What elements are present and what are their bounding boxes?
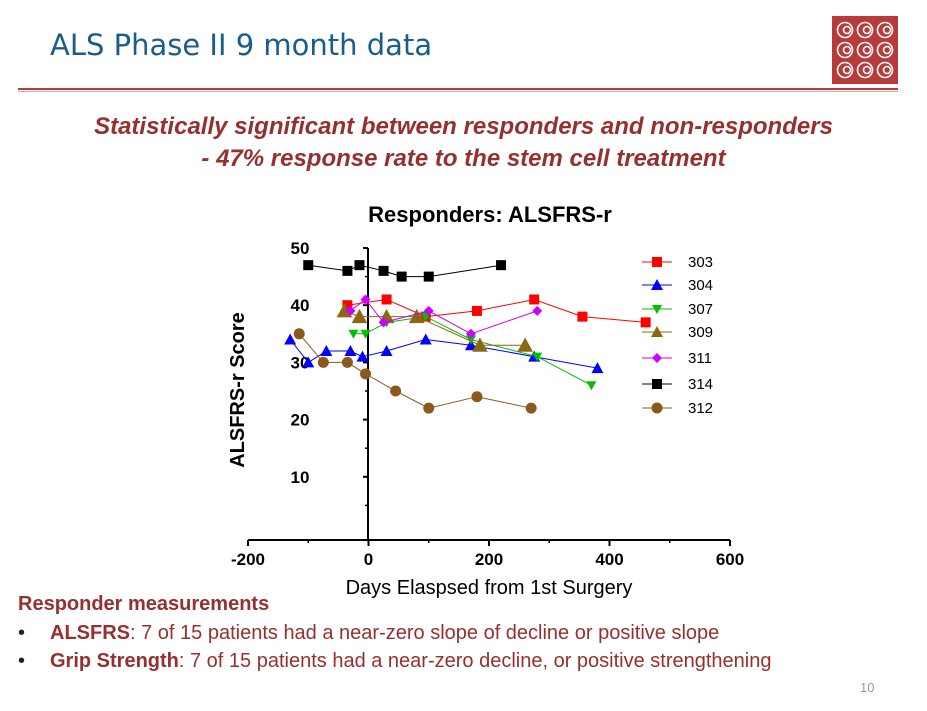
- legend-label-303: 303: [688, 254, 713, 271]
- company-logo: [832, 16, 898, 84]
- data-point-304: [380, 344, 393, 356]
- legend-marker-311: [652, 353, 662, 363]
- data-point-312: [293, 328, 305, 340]
- legend-label-304: 304: [688, 277, 713, 294]
- legend-label-312: 312: [688, 400, 713, 417]
- data-point-304: [302, 356, 315, 368]
- bullet-grip-strength: • Grip Strength: 7 of 15 patients had a n…: [18, 650, 772, 673]
- bullet-label: ALSFRS: [50, 622, 130, 644]
- responder-measurements-heading: Responder measurements: [18, 593, 270, 615]
- data-point-304: [591, 362, 604, 374]
- data-point-309: [336, 303, 353, 318]
- title-rule-accent: [18, 91, 898, 92]
- legend-marker-309: [651, 326, 663, 337]
- legend-marker-307: [652, 305, 662, 314]
- chart-title: Responders: ALSFRS-r: [368, 202, 612, 227]
- bullet-text: : 7 of 15 patients had a near-zero decli…: [178, 650, 772, 672]
- data-point-304: [419, 333, 432, 345]
- subtitle-line-1: Statistically significant between respon…: [94, 113, 833, 140]
- y-tick-label: 10: [291, 468, 310, 487]
- data-point-312: [525, 402, 537, 414]
- data-point-303: [471, 305, 482, 316]
- data-point-311: [532, 305, 543, 316]
- data-point-311: [378, 317, 389, 328]
- data-point-311: [465, 328, 476, 339]
- data-point-307: [360, 329, 371, 339]
- data-point-311: [360, 294, 371, 305]
- data-point-304: [320, 344, 333, 356]
- title-rule: [18, 88, 898, 90]
- legend-marker-314: [652, 379, 662, 389]
- subtitle-line-2: - 47% response rate to the stem cell tre…: [201, 145, 726, 172]
- x-tick-label: 400: [595, 550, 623, 569]
- data-point-307: [465, 335, 476, 345]
- y-tick-label: 20: [291, 411, 310, 430]
- bullet-marker: •: [18, 650, 26, 672]
- series-line-304: [289, 338, 598, 369]
- data-point-309: [517, 337, 533, 352]
- data-point-312: [471, 391, 483, 403]
- data-point-304: [464, 339, 477, 351]
- logo-circles-icon: [836, 21, 894, 79]
- data-point-304: [344, 344, 357, 356]
- data-point-312: [341, 356, 353, 368]
- data-point-312: [423, 402, 435, 414]
- y-tick-label: 50: [291, 239, 310, 258]
- data-point-303: [529, 294, 540, 305]
- data-point-309: [408, 308, 425, 324]
- legend-label-314: 314: [688, 376, 713, 393]
- legend-label-309: 309: [688, 324, 713, 341]
- legend-label-307: 307: [688, 301, 713, 318]
- data-point-311: [423, 305, 434, 316]
- data-point-314: [496, 260, 507, 271]
- data-point-303: [577, 311, 588, 322]
- data-point-312: [317, 356, 329, 368]
- series-line-303: [347, 298, 646, 323]
- data-point-309: [351, 308, 368, 324]
- data-point-314: [378, 265, 389, 276]
- data-point-304: [356, 350, 369, 362]
- data-point-311: [345, 305, 356, 316]
- legend-marker-303: [652, 257, 662, 267]
- bullet-marker: •: [18, 622, 26, 644]
- data-point-314: [303, 260, 314, 271]
- data-point-307: [532, 352, 543, 362]
- x-tick-label: 600: [716, 550, 744, 569]
- legend-marker-304: [651, 279, 663, 290]
- data-point-314: [354, 260, 365, 271]
- slide-title: ALS Phase II 9 month data: [50, 28, 433, 62]
- bullet-alsfrs: • ALSFRS: 7 of 15 patients had a near-zer…: [18, 622, 719, 645]
- data-point-307: [586, 381, 597, 391]
- data-point-312: [359, 368, 371, 380]
- data-point-309: [472, 337, 488, 352]
- x-axis-label: Days Elaspsed from 1st Surgery: [346, 577, 633, 599]
- data-point-314: [423, 271, 434, 282]
- legend-marker-312: [651, 402, 663, 414]
- x-tick-label: 200: [475, 550, 503, 569]
- data-point-312: [390, 385, 402, 397]
- data-point-314: [342, 265, 353, 276]
- legend-label-311: 311: [688, 350, 712, 367]
- data-point-314: [396, 271, 407, 282]
- x-tick-label: -200: [231, 550, 265, 569]
- y-axis-label: ALSFRS-r Score: [227, 312, 249, 468]
- bullet-label: Grip Strength: [50, 650, 179, 672]
- x-tick-label: 0: [364, 550, 373, 569]
- bullet-text: : 7 of 15 patients had a near-zero slope…: [130, 622, 720, 644]
- data-point-303: [640, 317, 651, 328]
- data-point-303: [342, 300, 353, 311]
- data-point-307: [348, 329, 359, 339]
- data-point-303: [381, 294, 392, 305]
- y-tick-label: 40: [291, 296, 310, 315]
- page-number: 10: [860, 680, 875, 695]
- data-point-304: [284, 333, 297, 345]
